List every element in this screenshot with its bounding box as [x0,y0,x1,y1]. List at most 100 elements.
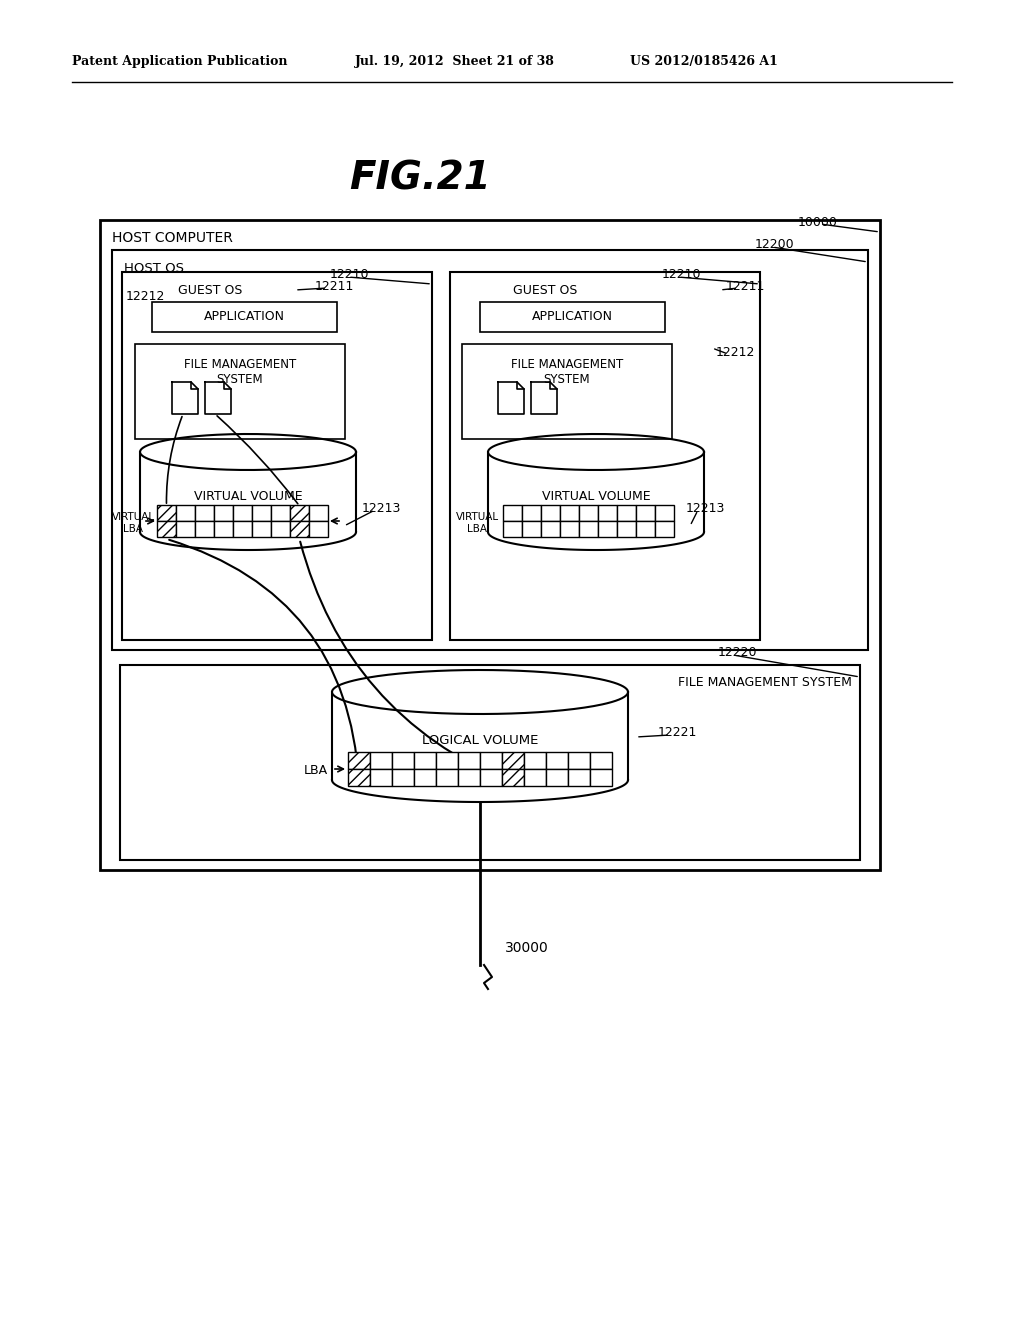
Bar [290,521,309,537]
Bar [546,770,568,785]
Bar [502,752,524,770]
Bar [524,770,546,785]
Bar [655,521,674,537]
Bar [252,506,271,521]
Bar [480,752,502,770]
Bar [502,770,524,785]
Bar [370,752,392,770]
Bar [458,752,480,770]
Bar [617,521,636,537]
Bar [541,521,560,537]
Bar [233,506,252,521]
Bar [503,521,522,537]
Bar [546,752,568,770]
Bar [195,506,214,521]
Bar [458,770,480,785]
Bar [541,506,560,521]
Bar [252,521,271,537]
Text: FILE MANAGEMENT
SYSTEM: FILE MANAGEMENT SYSTEM [511,358,624,385]
Text: 12210: 12210 [662,268,701,281]
Text: 12212: 12212 [126,290,165,304]
Bar [157,521,176,537]
Bar [462,345,672,440]
Bar [568,770,590,785]
Bar [120,665,860,861]
Text: 12210: 12210 [330,268,370,281]
Text: GUEST OS: GUEST OS [178,284,243,297]
Text: Jul. 19, 2012  Sheet 21 of 38: Jul. 19, 2012 Sheet 21 of 38 [355,55,555,69]
Text: 30000: 30000 [505,941,549,954]
Bar [271,506,290,521]
Bar [590,752,612,770]
Bar [290,506,309,521]
Text: APPLICATION: APPLICATION [532,310,613,323]
Bar [176,521,195,537]
Text: APPLICATION: APPLICATION [204,310,285,323]
Bar [480,302,665,333]
Text: VIRTUAL
LBA: VIRTUAL LBA [456,512,499,533]
Bar [436,770,458,785]
Bar [348,752,370,770]
Text: US 2012/0185426 A1: US 2012/0185426 A1 [630,55,778,69]
Bar [579,506,598,521]
Text: VIRTUAL
LBA: VIRTUAL LBA [112,512,155,533]
Bar [617,506,636,521]
Bar [560,506,579,521]
Text: VIRTUAL VOLUME: VIRTUAL VOLUME [542,490,650,503]
Bar [122,272,432,640]
Text: 12200: 12200 [755,239,795,252]
Bar [135,345,345,440]
Text: FILE MANAGEMENT SYSTEM: FILE MANAGEMENT SYSTEM [678,676,852,689]
Bar [598,506,617,521]
Text: 12211: 12211 [315,280,354,293]
Bar [522,506,541,521]
Bar [524,752,546,770]
Bar [214,506,233,521]
Bar [414,752,436,770]
Bar [392,752,414,770]
Text: 12220: 12220 [718,645,758,659]
Bar [392,770,414,785]
Bar [450,272,760,640]
Text: HOST COMPUTER: HOST COMPUTER [112,231,232,246]
Text: LOGICAL VOLUME: LOGICAL VOLUME [422,734,539,747]
Bar [195,521,214,537]
Bar [655,506,674,521]
Bar [560,521,579,537]
Text: 12221: 12221 [658,726,697,738]
Bar [348,770,370,785]
Text: Patent Application Publication: Patent Application Publication [72,55,288,69]
Text: 10000: 10000 [798,215,838,228]
Bar [214,521,233,537]
Bar [636,521,655,537]
Bar [568,752,590,770]
Bar [636,506,655,521]
Bar [480,770,502,785]
Text: GUEST OS: GUEST OS [513,284,578,297]
Bar [503,506,522,521]
Bar [370,770,392,785]
Bar [152,302,337,333]
Bar [590,770,612,785]
Bar [522,521,541,537]
Text: 12213: 12213 [362,502,401,515]
Bar [271,521,290,537]
Text: FILE MANAGEMENT
SYSTEM: FILE MANAGEMENT SYSTEM [184,358,296,385]
Bar [579,521,598,537]
Bar [176,506,195,521]
Bar [436,752,458,770]
Text: LBA: LBA [304,764,328,777]
Text: 12212: 12212 [716,346,756,359]
Bar [112,249,868,649]
Bar [309,506,328,521]
Bar [100,220,880,870]
Bar [414,770,436,785]
Bar [598,521,617,537]
Text: 12211: 12211 [726,280,765,293]
Text: 12213: 12213 [686,502,725,515]
Bar [309,521,328,537]
Text: FIG.21: FIG.21 [349,158,490,197]
Text: HOST OS: HOST OS [124,261,184,275]
Text: VIRTUAL VOLUME: VIRTUAL VOLUME [194,490,302,503]
Bar [157,506,176,521]
